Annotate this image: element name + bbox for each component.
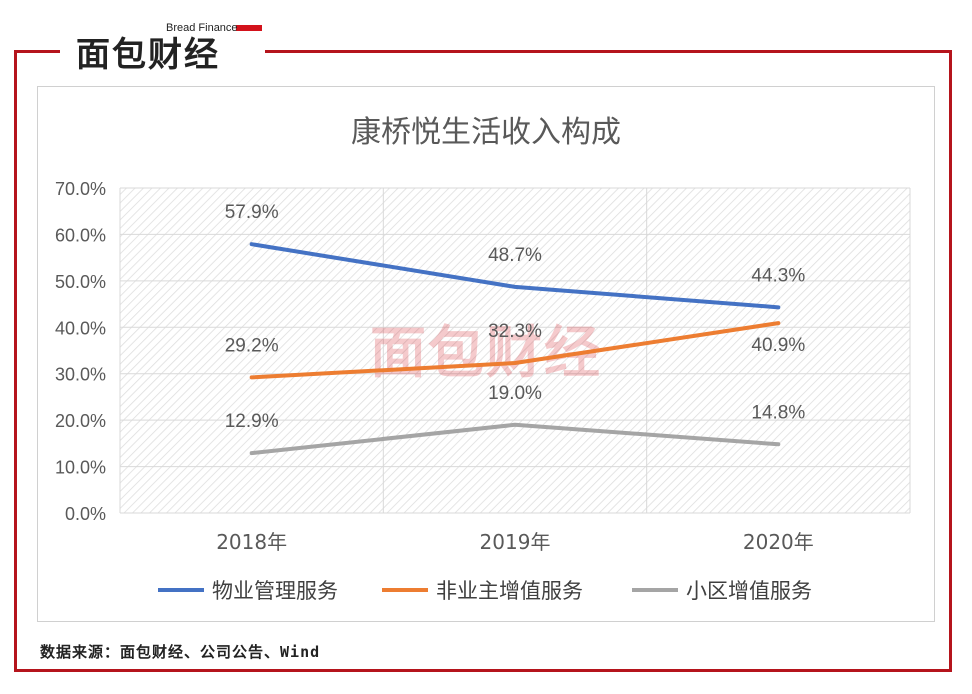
data-label: 12.9%: [225, 411, 279, 432]
y-tick-label: 20.0%: [55, 411, 106, 431]
data-label: 40.9%: [751, 335, 805, 356]
logo-subtitle: Bread Finance: [166, 22, 238, 34]
logo-text: 面包财经: [76, 35, 220, 75]
chart-title: 康桥悦生活收入构成: [351, 115, 621, 150]
data-label: 57.9%: [225, 202, 279, 223]
y-tick-label: 60.0%: [55, 225, 106, 245]
legend-label: 物业管理服务: [212, 579, 338, 603]
data-label: 44.3%: [751, 265, 805, 286]
x-tick-label: 2020年: [743, 530, 814, 554]
y-tick-label: 40.0%: [55, 318, 106, 338]
y-tick-label: 10.0%: [55, 458, 106, 478]
series-line: [249, 321, 781, 380]
y-tick-label: 0.0%: [65, 504, 106, 524]
watermark: 面包财经: [370, 321, 602, 386]
x-tick-label: 2018年: [216, 530, 287, 554]
plot-area: [120, 188, 910, 513]
outer-frame: [14, 50, 952, 672]
watermark-text: 面包财经: [370, 321, 602, 386]
brand-logo: Bread Finance 面包财经: [76, 22, 262, 74]
legend-label: 非业主增值服务: [436, 579, 583, 603]
logo-accent-bar: [236, 25, 262, 31]
y-tick-label: 70.0%: [55, 179, 106, 199]
y-tick-label: 30.0%: [55, 365, 106, 385]
data-label: 29.2%: [225, 335, 279, 356]
x-tick-label: 2019年: [480, 530, 551, 554]
data-label: 19.0%: [488, 383, 542, 404]
data-label: 48.7%: [488, 245, 542, 266]
data-label: 32.3%: [488, 321, 542, 342]
series-line: [249, 242, 781, 310]
series-line: [249, 422, 781, 456]
source-note: 数据来源：面包财经、公司公告、Wind: [40, 643, 321, 661]
legend-label: 小区增值服务: [686, 579, 812, 603]
data-label: 14.8%: [751, 402, 805, 423]
y-tick-label: 50.0%: [55, 272, 106, 292]
